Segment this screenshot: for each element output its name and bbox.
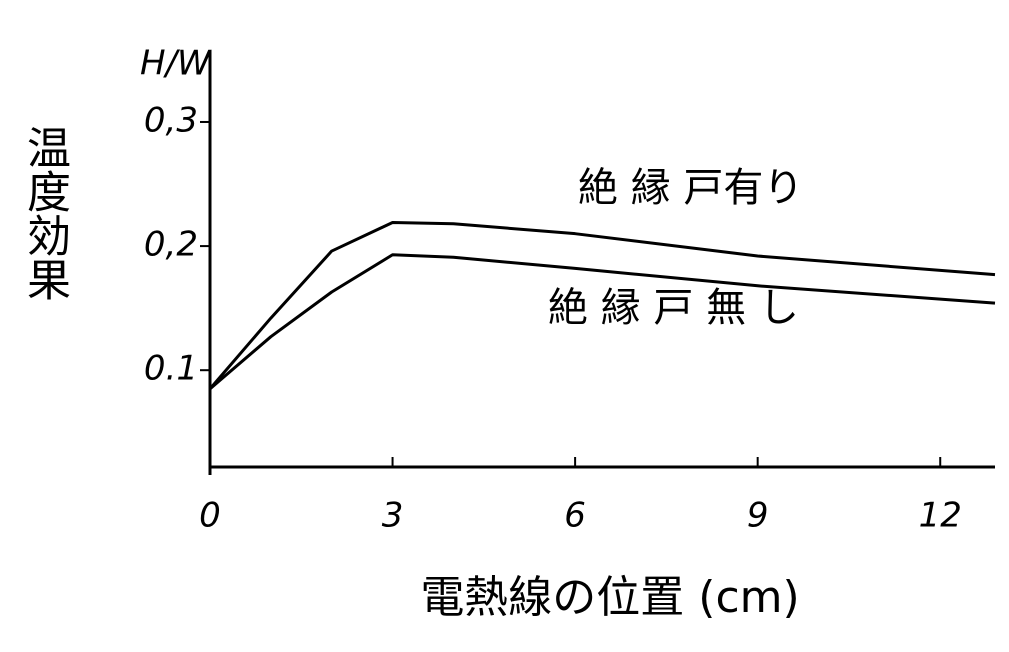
- series-line: [208, 221, 996, 390]
- y-tick-label: 0,2: [144, 225, 198, 265]
- x-tick-label: 3: [382, 496, 404, 536]
- y-tick-label: 0.1: [144, 349, 198, 389]
- x-tick-label: 9: [747, 496, 769, 536]
- y-axis-label: 温度効果: [19, 125, 70, 301]
- series-line: [209, 253, 996, 390]
- series-label: 絶 縁 戸 無 し: [548, 285, 799, 331]
- y-tick-label: 0,3: [144, 100, 198, 140]
- x-axis-label: 電熱線の位置 (cm): [420, 572, 799, 623]
- x-tick-label: 0: [199, 496, 221, 536]
- x-tick-label: 12: [919, 496, 962, 536]
- series-label: 絶 縁 戸有り: [578, 165, 803, 211]
- x-tick-label: 6: [564, 496, 586, 536]
- y-axis-unit: H/W: [140, 44, 212, 84]
